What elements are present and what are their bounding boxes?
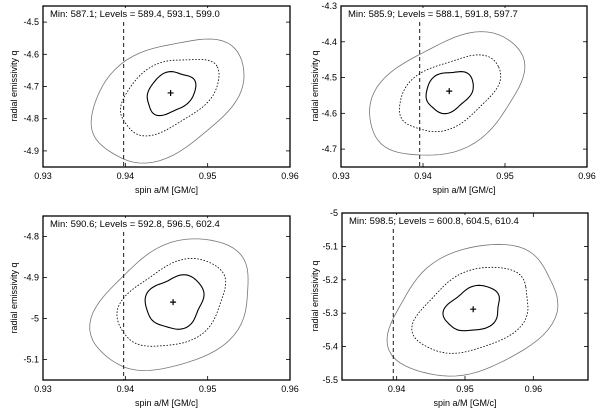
panel-2: 0.93 0.94 0.95 0.96 -4.3 -4.4 -4.5 -4.6 -4.7 Min:…	[310, 1, 596, 195]
x-axis-label: spin a/M [GM/c]	[135, 185, 198, 195]
x-tick-label: 0.93	[332, 171, 350, 181]
x-tick-label: 0.94	[117, 384, 135, 394]
y-axis-label: radial emissivity q	[9, 262, 19, 333]
contour-level-2	[398, 54, 502, 133]
annotation-background	[48, 8, 222, 21]
x-tick-label: 0.96	[578, 171, 596, 181]
annotation-background	[48, 218, 222, 231]
y-axis-label: radial emissivity q	[310, 260, 320, 331]
x-tick-label: 0.96	[525, 384, 543, 394]
levels-annotation: Min: 590.6; Levels = 592.8, 596.5, 602.4	[50, 219, 220, 230]
plot-frame	[340, 5, 588, 168]
x-axis-label: spin a/M [GM/c]	[135, 398, 198, 408]
contour-level-2	[411, 266, 529, 354]
x-tick-label: 0.96	[281, 384, 299, 394]
x-tick-label: 0.96	[281, 171, 299, 181]
y-axis-label: radial emissivity q	[9, 50, 19, 121]
levels-annotation: Min: 598.5; Levels = 600.8, 604.5, 610.4	[349, 216, 519, 227]
best-fit-marker	[470, 306, 477, 313]
levels-annotation: Min: 585.9; Levels = 588.1, 591.8, 597.7	[348, 9, 518, 20]
y-tick-label: -4.8	[23, 232, 39, 242]
contour-level-1	[425, 71, 474, 115]
best-fit-marker	[170, 299, 177, 306]
y-tick-label: -5.3	[322, 308, 338, 318]
x-tick-label: 0.94	[388, 384, 406, 394]
y-tick-label: -5.5	[322, 375, 338, 385]
x-tick-label: 0.95	[199, 171, 217, 181]
x-tick-label: 0.95	[456, 384, 474, 394]
contour-level-3	[90, 38, 245, 164]
contour-level-1	[146, 71, 197, 117]
annotation-background	[346, 8, 520, 21]
contour-level-3	[89, 238, 249, 372]
contour-level-1	[144, 274, 205, 330]
levels-annotation: Min: 587.1; Levels = 589.4, 593.1, 599.0	[50, 9, 220, 20]
x-tick-label: 0.95	[496, 171, 514, 181]
y-tick-label: -5.1	[23, 355, 39, 365]
panel-1: 0.93 0.94 0.95 0.96 -4.5 -4.6 -4.7 -4.8 -4.9 Min:…	[9, 5, 299, 195]
x-tick-label: 0.93	[34, 171, 52, 181]
y-axis-label: radial emissivity q	[310, 50, 320, 121]
y-tick-label: -5	[31, 314, 39, 324]
contour-level-3	[386, 243, 559, 377]
y-tick-label: -4.6	[321, 108, 337, 118]
y-tick-label: -4.7	[321, 144, 337, 154]
y-tick-label: -4.8	[23, 114, 39, 124]
x-tick-label: 0.94	[117, 171, 135, 181]
y-tick-label: -5.1	[322, 241, 338, 251]
panel-3: 0.93 0.94 0.95 0.96 -4.8 -4.9 -5 -5.1 Min: 590.6…	[9, 215, 299, 408]
annotation-background	[347, 215, 521, 228]
plot-frame	[42, 5, 291, 168]
best-fit-marker	[446, 88, 453, 95]
y-tick-label: -5	[330, 208, 338, 218]
x-axis-label: spin a/M [GM/c]	[432, 185, 495, 195]
panel-4: 0.94 0.95 0.96 -5 -5.1 -5.2 -5.3 -5.4 -5.5 Min: 5…	[310, 208, 589, 408]
contour-level-1	[442, 284, 500, 332]
y-tick-label: -4.5	[321, 73, 337, 83]
best-fit-marker	[167, 89, 174, 96]
contour-level-2	[119, 59, 220, 137]
x-tick-label: 0.93	[34, 384, 52, 394]
y-tick-label: -4.9	[23, 146, 39, 156]
y-tick-label: -4.3	[321, 1, 337, 11]
x-axis-label: spin a/M [GM/c]	[433, 398, 496, 408]
y-tick-label: -4.6	[23, 49, 39, 59]
y-tick-label: -4.9	[23, 273, 39, 283]
y-tick-label: -4.5	[23, 17, 39, 27]
y-tick-label: -4.7	[23, 82, 39, 92]
y-tick-label: -5.4	[322, 342, 338, 352]
plot-frame	[42, 215, 291, 381]
x-tick-label: 0.94	[414, 171, 432, 181]
y-tick-label: -5.2	[322, 275, 338, 285]
plot-frame	[341, 212, 589, 381]
x-tick-label: 0.95	[199, 384, 217, 394]
y-tick-label: -4.4	[321, 37, 337, 47]
contour-level-3	[369, 31, 526, 156]
